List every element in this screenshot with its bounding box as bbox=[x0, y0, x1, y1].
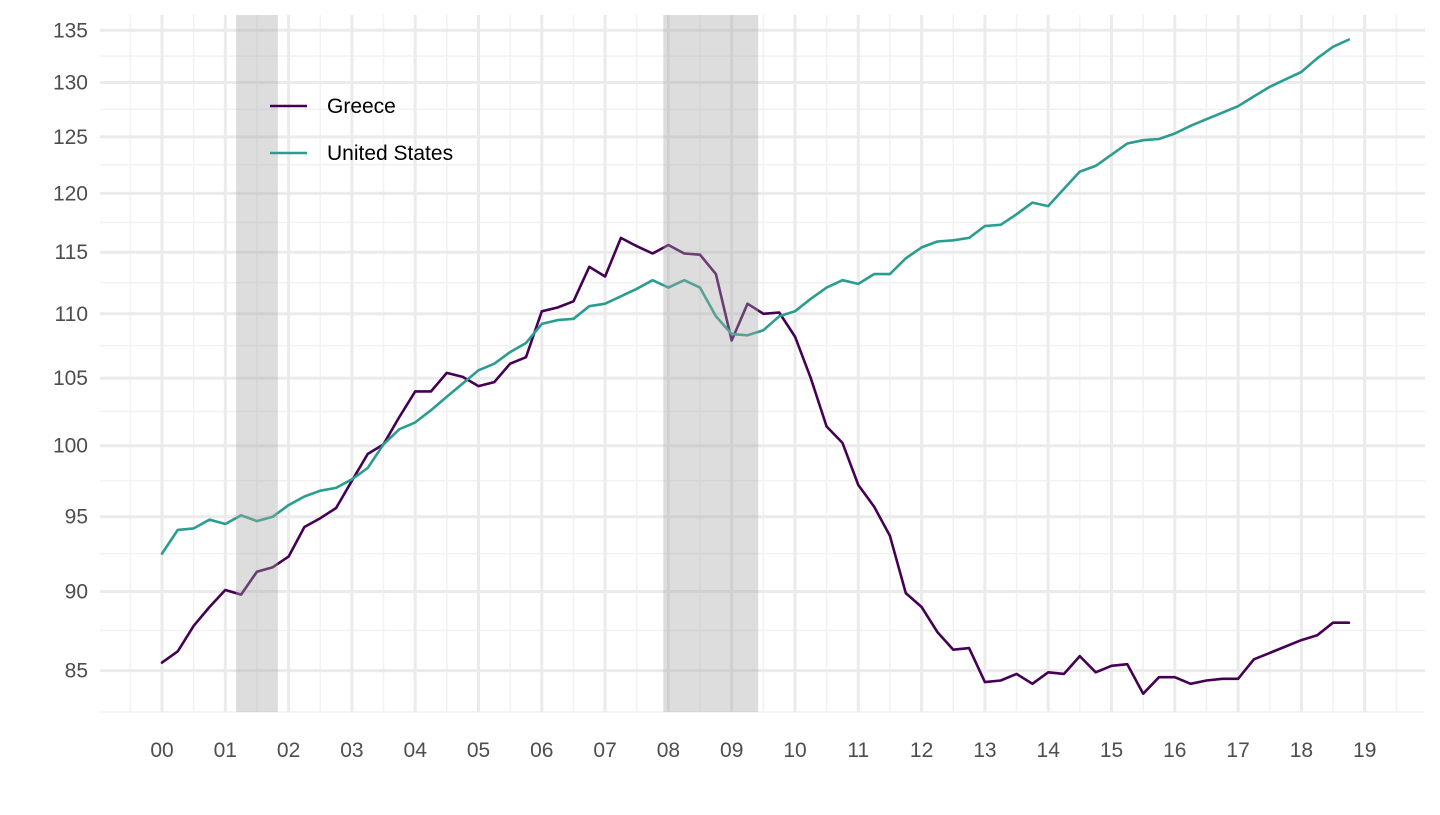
recession-band-1 bbox=[236, 15, 278, 712]
series-line-greece bbox=[160, 236, 1351, 696]
recession-shading bbox=[236, 15, 759, 712]
x-tick-label: 12 bbox=[910, 739, 933, 762]
x-tick-label: 11 bbox=[847, 739, 869, 762]
legend: Greece United States bbox=[270, 95, 453, 165]
y-tick-label: 95 bbox=[65, 506, 88, 529]
x-tick-label: 18 bbox=[1290, 739, 1313, 762]
series-line-united-states bbox=[160, 38, 1351, 555]
x-axis-tick-labels: 00 01 02 03 04 05 06 07 08 09 10 11 12 13 14 15 16 17 18 19 bbox=[150, 739, 1376, 762]
x-tick-label: 04 bbox=[404, 739, 428, 762]
series-lines bbox=[160, 38, 1351, 696]
x-tick-label: 14 bbox=[1037, 739, 1061, 762]
x-tick-label: 08 bbox=[657, 739, 680, 762]
y-axis-tick-labels: 85 90 95 100 105 110 115 120 125 130 135 bbox=[53, 19, 88, 682]
grid-lines bbox=[100, 15, 1425, 713]
y-tick-label: 110 bbox=[55, 303, 88, 326]
x-tick-label: 10 bbox=[783, 739, 806, 762]
legend-label-united-states: United States bbox=[327, 142, 453, 165]
y-tick-label: 125 bbox=[53, 126, 88, 149]
x-tick-label: 00 bbox=[150, 739, 173, 762]
y-tick-label: 100 bbox=[53, 435, 88, 458]
x-tick-label: 17 bbox=[1226, 739, 1249, 762]
y-tick-label: 115 bbox=[55, 241, 88, 264]
x-tick-label: 19 bbox=[1353, 739, 1376, 762]
y-tick-label: 120 bbox=[53, 182, 88, 205]
x-tick-label: 01 bbox=[214, 739, 237, 762]
x-tick-label: 05 bbox=[467, 739, 490, 762]
x-tick-label: 15 bbox=[1100, 739, 1123, 762]
x-tick-label: 07 bbox=[593, 739, 616, 762]
x-tick-label: 03 bbox=[340, 739, 363, 762]
legend-label-greece: Greece bbox=[327, 95, 396, 118]
x-tick-label: 02 bbox=[277, 739, 300, 762]
recession-band-2 bbox=[663, 15, 759, 712]
y-tick-label: 85 bbox=[65, 660, 88, 683]
y-tick-label: 130 bbox=[53, 72, 88, 95]
x-tick-label: 09 bbox=[720, 739, 743, 762]
y-tick-label: 90 bbox=[65, 581, 88, 604]
y-tick-label: 105 bbox=[53, 367, 88, 390]
x-tick-label: 16 bbox=[1163, 739, 1186, 762]
y-tick-label: 135 bbox=[53, 19, 88, 42]
x-tick-label: 06 bbox=[530, 739, 553, 762]
x-tick-label: 13 bbox=[973, 739, 996, 762]
